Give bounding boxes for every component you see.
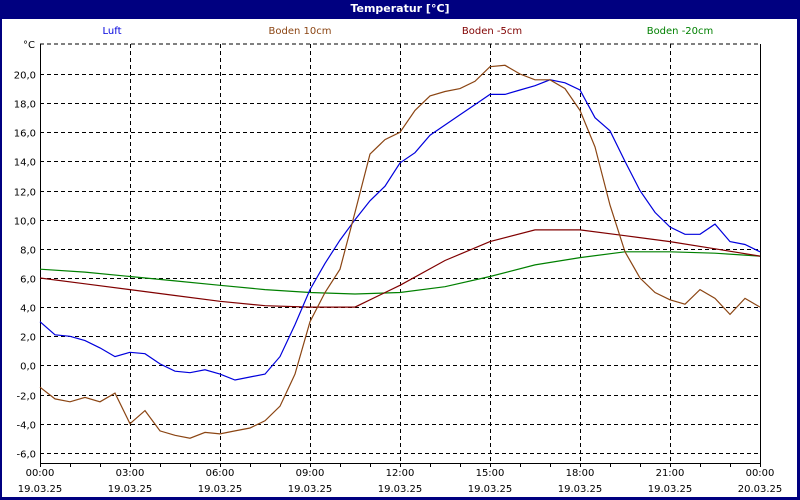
legend-item: Boden -20cm xyxy=(647,26,714,37)
x-tick-date: 19.03.25 xyxy=(108,484,153,495)
axes xyxy=(40,44,761,467)
y-tick-label: -2,0 xyxy=(16,392,36,403)
x-tick-time: 15:00 xyxy=(476,468,505,479)
x-tick-date: 19.03.25 xyxy=(288,484,333,495)
x-tick-time: 06:00 xyxy=(206,468,235,479)
legend-item: Boden 10cm xyxy=(269,26,332,37)
x-tick-time: 03:00 xyxy=(116,468,145,479)
x-tick-time: 00:00 xyxy=(26,468,55,479)
series-line-boden-20cm xyxy=(39,251,761,295)
y-tick-label: 20,0 xyxy=(14,71,36,82)
x-tick-date: 19.03.25 xyxy=(558,484,603,495)
y-tick-label: 18,0 xyxy=(14,100,36,111)
y-tick-label: -6,0 xyxy=(16,450,36,461)
y-tick-label: 4,0 xyxy=(20,304,36,315)
y-tick-label: 8,0 xyxy=(20,246,36,257)
x-tick-time: 21:00 xyxy=(656,468,685,479)
y-tick-label: 10,0 xyxy=(14,217,36,228)
y-tick-label: 0,0 xyxy=(20,362,36,373)
y-tick-label: -4,0 xyxy=(16,421,36,432)
x-tick-date: 19.03.25 xyxy=(378,484,423,495)
line-chart: Luft Boden 10cm Boden -5cm Boden -20cm °C 20,… xyxy=(14,26,783,495)
chart-title: Temperatur [°C] xyxy=(350,2,450,15)
grid xyxy=(40,43,760,463)
y-axis-unit: °C xyxy=(23,40,35,51)
y-tick-label: 16,0 xyxy=(14,129,36,140)
series-line-boden-5cm xyxy=(39,229,761,308)
x-tick-time: 12:00 xyxy=(386,468,415,479)
chart-title-bar: Temperatur [°C] xyxy=(0,0,800,19)
y-tick-label: 12,0 xyxy=(14,188,36,199)
legend-item: Luft xyxy=(103,26,122,37)
x-tick-time: 09:00 xyxy=(296,468,325,479)
x-tick-date: 19.03.25 xyxy=(198,484,243,495)
x-tick-time: 00:00 xyxy=(746,468,775,479)
series-line-boden-10cm xyxy=(39,64,761,439)
y-tick-label: 2,0 xyxy=(20,333,36,344)
chart-panel: Luft Boden 10cm Boden -5cm Boden -20cm °C 20,… xyxy=(2,19,797,497)
x-tick-date: 19.03.25 xyxy=(468,484,513,495)
x-tick-date: 19.03.25 xyxy=(648,484,693,495)
x-tick-date: 19.03.25 xyxy=(18,484,63,495)
series-line-luft xyxy=(39,79,761,381)
legend: Luft Boden 10cm Boden -5cm Boden -20cm xyxy=(103,26,714,37)
legend-item: Boden -5cm xyxy=(462,26,522,37)
x-tick-time: 18:00 xyxy=(566,468,595,479)
y-tick-label: 6,0 xyxy=(20,275,36,286)
x-tick-date: 20.03.25 xyxy=(738,484,783,495)
y-tick-label: 14,0 xyxy=(14,158,36,169)
